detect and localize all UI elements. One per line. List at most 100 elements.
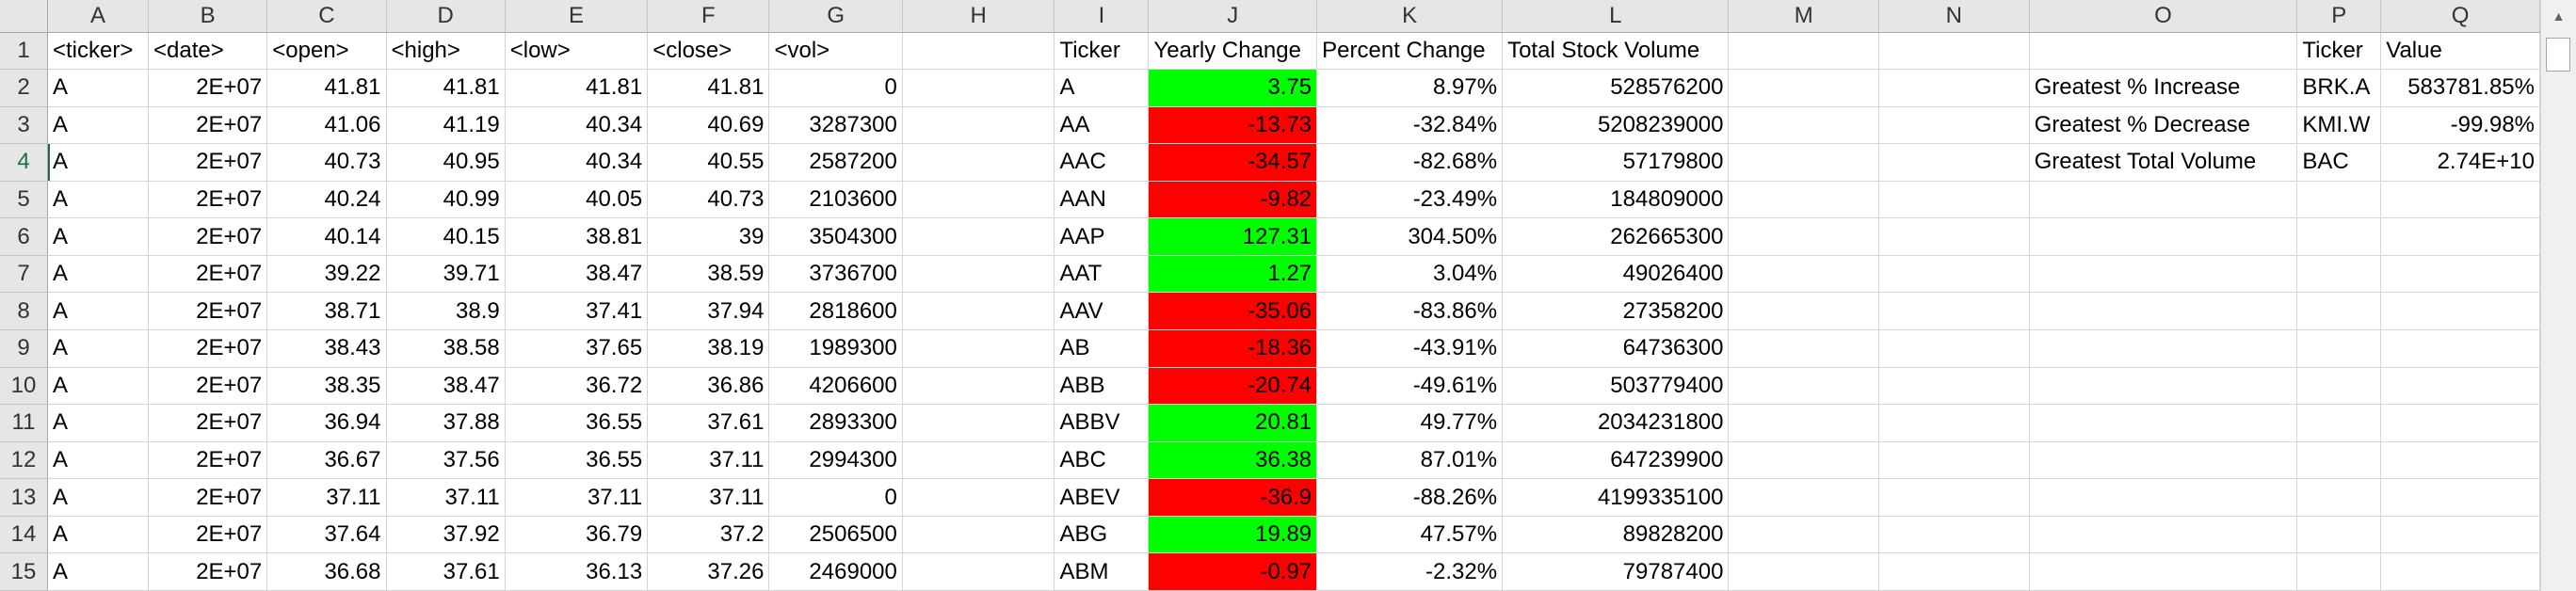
cell-k13[interactable]: -88.26% [1316,478,1504,517]
column-header-m[interactable]: M [1728,0,1879,33]
cell-f8[interactable]: 37.94 [647,292,770,330]
cell-m1[interactable] [1728,32,1879,71]
column-header-l[interactable]: L [1502,0,1730,33]
cell-q9[interactable] [2380,329,2540,368]
cell-a1[interactable]: <ticker> [47,32,150,71]
cell-p9[interactable] [2296,329,2382,368]
cell-d5[interactable]: 40.99 [386,181,506,219]
row-header[interactable]: 4 [0,143,48,182]
cell-l14[interactable]: 89828200 [1502,516,1730,554]
column-header-h[interactable]: H [902,0,1055,33]
cell-c6[interactable]: 40.14 [266,217,387,256]
cell-q7[interactable] [2380,255,2540,294]
vertical-scrollbar[interactable]: ▲ [2540,0,2576,591]
cell-b10[interactable]: 2E+07 [148,367,268,406]
cell-p14[interactable] [2296,516,2382,554]
cell-g1[interactable]: <vol> [768,32,903,71]
cell-j10[interactable]: -20.74 [1148,367,1318,406]
cell-q12[interactable] [2380,441,2540,480]
cell-n3[interactable] [1878,106,2030,145]
cell-g5[interactable]: 2103600 [768,181,903,219]
cell-p2[interactable]: BRK.A [2296,69,2382,107]
row-header[interactable]: 13 [0,478,48,517]
cell-o10[interactable] [2029,367,2298,406]
cell-d11[interactable]: 37.88 [386,404,506,442]
cell-m14[interactable] [1728,516,1879,554]
cell-h11[interactable] [902,404,1055,442]
row-header[interactable]: 10 [0,367,48,406]
cell-i11[interactable]: ABBV [1054,404,1150,442]
cell-m12[interactable] [1728,441,1879,480]
cell-g2[interactable]: 0 [768,69,903,107]
cell-q11[interactable] [2380,404,2540,442]
cell-o8[interactable] [2029,292,2298,330]
cell-h5[interactable] [902,181,1055,219]
cell-n1[interactable] [1878,32,2030,71]
column-header-q[interactable]: Q [2380,0,2540,33]
cell-p15[interactable] [2296,552,2382,591]
cell-h10[interactable] [902,367,1055,406]
row-header[interactable]: 8 [0,292,48,330]
cell-a12[interactable]: A [47,441,150,480]
cell-g13[interactable]: 0 [768,478,903,517]
cell-n11[interactable] [1878,404,2030,442]
cell-k6[interactable]: 304.50% [1316,217,1504,256]
cell-c11[interactable]: 36.94 [266,404,387,442]
cell-g9[interactable]: 1989300 [768,329,903,368]
select-all-corner[interactable] [0,0,48,33]
cell-b9[interactable]: 2E+07 [148,329,268,368]
column-header-p[interactable]: P [2296,0,2382,33]
cell-h8[interactable] [902,292,1055,330]
cell-e6[interactable]: 38.81 [505,217,649,256]
cell-j14[interactable]: 19.89 [1148,516,1318,554]
cell-l2[interactable]: 528576200 [1502,69,1730,107]
cell-m7[interactable] [1728,255,1879,294]
cell-d7[interactable]: 39.71 [386,255,506,294]
cell-l13[interactable]: 4199335100 [1502,478,1730,517]
cell-e2[interactable]: 41.81 [505,69,649,107]
column-header-j[interactable]: J [1148,0,1318,33]
cell-h1[interactable] [902,32,1055,71]
cell-f13[interactable]: 37.11 [647,478,770,517]
row-header[interactable]: 3 [0,106,48,145]
cell-f6[interactable]: 39 [647,217,770,256]
cell-h13[interactable] [902,478,1055,517]
cell-g12[interactable]: 2994300 [768,441,903,480]
column-header-n[interactable]: N [1878,0,2030,33]
cell-k5[interactable]: -23.49% [1316,181,1504,219]
cell-q10[interactable] [2380,367,2540,406]
cell-n13[interactable] [1878,478,2030,517]
cell-g3[interactable]: 3287300 [768,106,903,145]
cell-j2[interactable]: 3.75 [1148,69,1318,107]
cell-k11[interactable]: 49.77% [1316,404,1504,442]
cell-p7[interactable] [2296,255,2382,294]
row-header[interactable]: 9 [0,329,48,368]
cell-g10[interactable]: 4206600 [768,367,903,406]
cell-g15[interactable]: 2469000 [768,552,903,591]
cell-o12[interactable] [2029,441,2298,480]
cell-j12[interactable]: 36.38 [1148,441,1318,480]
cell-h14[interactable] [902,516,1055,554]
cell-h2[interactable] [902,69,1055,107]
cell-p6[interactable] [2296,217,2382,256]
cell-a11[interactable]: A [47,404,150,442]
cell-b15[interactable]: 2E+07 [148,552,268,591]
cell-i3[interactable]: AA [1054,106,1150,145]
cell-c14[interactable]: 37.64 [266,516,387,554]
row-header[interactable]: 1 [0,32,48,71]
cell-c3[interactable]: 41.06 [266,106,387,145]
cell-j15[interactable]: -0.97 [1148,552,1318,591]
cell-b6[interactable]: 2E+07 [148,217,268,256]
cell-f10[interactable]: 36.86 [647,367,770,406]
cell-f15[interactable]: 37.26 [647,552,770,591]
cell-a6[interactable]: A [47,217,150,256]
cell-n7[interactable] [1878,255,2030,294]
cell-n9[interactable] [1878,329,2030,368]
cell-m11[interactable] [1728,404,1879,442]
cell-d9[interactable]: 38.58 [386,329,506,368]
cell-c5[interactable]: 40.24 [266,181,387,219]
cell-l9[interactable]: 64736300 [1502,329,1730,368]
cell-c8[interactable]: 38.71 [266,292,387,330]
cell-l7[interactable]: 49026400 [1502,255,1730,294]
cell-d13[interactable]: 37.11 [386,478,506,517]
